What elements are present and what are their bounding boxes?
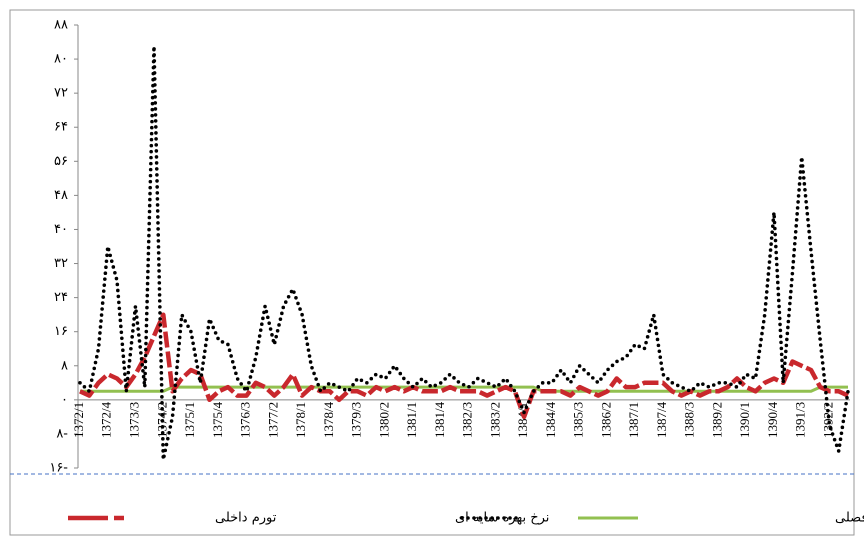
x-tick-label: 1380/2 bbox=[376, 402, 391, 438]
x-tick-label: 1381/4 bbox=[432, 401, 447, 438]
x-tick-label: 1386/2 bbox=[598, 402, 613, 438]
y-tick-label: ۵۶ bbox=[54, 154, 68, 169]
x-tick-label: 1383/2 bbox=[487, 402, 502, 438]
y-tick-label: ۴۸ bbox=[54, 188, 68, 203]
x-tick-label: 1375/1 bbox=[182, 402, 197, 438]
x-tick-label: 1379/3 bbox=[349, 402, 364, 438]
x-tick-label: 1381/1 bbox=[404, 402, 419, 438]
y-tick-label: ۲۴ bbox=[54, 290, 68, 305]
x-tick-label: 1385/3 bbox=[571, 402, 586, 438]
x-tick-label: 1372/1 bbox=[71, 402, 86, 438]
y-tick-label: ۳۲ bbox=[54, 256, 68, 271]
series-line bbox=[79, 312, 849, 420]
x-tick-label: 1382/3 bbox=[460, 402, 475, 438]
y-tick-label: ۰ bbox=[61, 392, 68, 407]
x-tick-label: 1377/2 bbox=[265, 402, 280, 438]
x-tick-label: 1378/1 bbox=[293, 402, 308, 438]
x-tick-label: 1375/4 bbox=[210, 401, 225, 438]
chart-frame bbox=[9, 9, 855, 536]
y-tick-label: ۸۸ bbox=[54, 18, 68, 33]
x-tick-label: 1391/3 bbox=[793, 402, 808, 438]
x-tick-label: 1390/1 bbox=[737, 402, 752, 438]
legend-label: نرخ بهره بانکی- فصلی bbox=[835, 511, 864, 526]
x-tick-label: 1387/1 bbox=[626, 402, 641, 438]
x-tick-label: 1389/2 bbox=[709, 402, 724, 438]
x-tick-label: 1388/3 bbox=[682, 402, 697, 438]
x-tick-label: 1390/4 bbox=[765, 401, 780, 438]
y-tick-label: ۷۲ bbox=[54, 86, 68, 101]
y-tick-label: ۱۶- bbox=[49, 461, 68, 476]
x-tick-label: 1372/4 bbox=[99, 401, 114, 438]
x-tick-label: 1387/4 bbox=[654, 401, 669, 438]
x-tick-label: 1376/3 bbox=[238, 402, 253, 438]
legend-label: نرخ بهره سایه ای bbox=[455, 511, 549, 526]
x-tick-label: 1373/3 bbox=[127, 402, 142, 438]
series-line bbox=[78, 44, 850, 462]
x-tick-label: 1384/4 bbox=[543, 401, 558, 438]
y-tick-label: ۴۰ bbox=[54, 222, 68, 237]
y-tick-label: ۱۶ bbox=[54, 324, 68, 339]
y-tick-label: ۶۴ bbox=[54, 120, 68, 135]
y-tick-label: ۸- bbox=[56, 426, 68, 441]
x-tick-label: 1378/4 bbox=[321, 401, 336, 438]
y-tick-label: ۸ bbox=[61, 358, 68, 373]
y-tick-label: ۸۰ bbox=[54, 52, 68, 67]
legend-label: تورم داخلی bbox=[215, 511, 277, 526]
